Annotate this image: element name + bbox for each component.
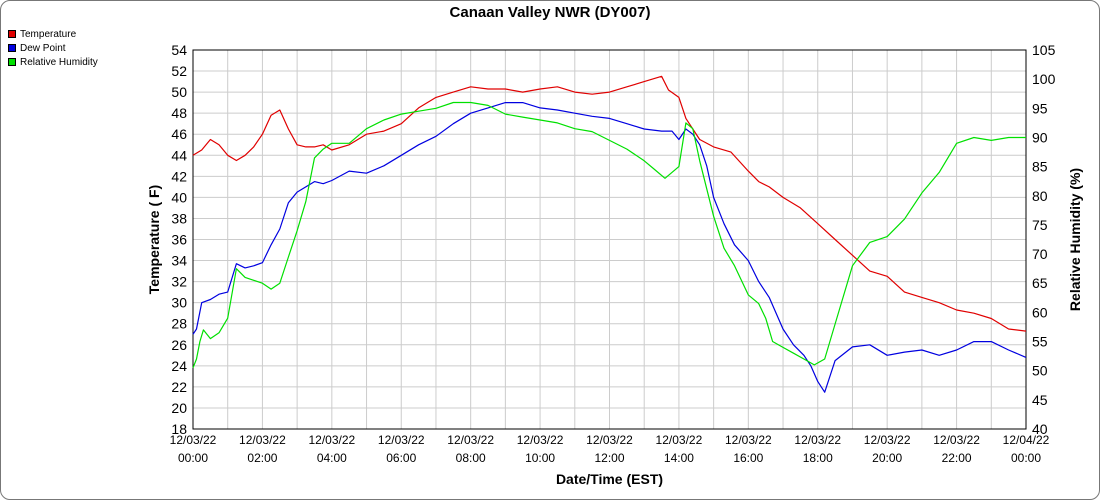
x-tick-time-label: 12:00 [594,451,624,465]
y-tick-label: 54 [171,42,187,58]
x-tick-date-label: 12/03/22 [864,433,911,447]
x-tick-date-label: 12/03/22 [517,433,564,447]
y2-axis-title: Relative Humidity (%) [1067,168,1083,311]
y-tick-label: 34 [171,253,187,269]
x-tick-date-label: 12/03/22 [378,433,425,447]
x-axis-title: Date/Time (EST) [556,471,663,487]
legend-item-temperature: Temperature [8,27,98,41]
x-tick-time-label: 18:00 [803,451,833,465]
x-tick-date-label: 12/03/22 [933,433,980,447]
x-tick-date-label: 12/03/22 [794,433,841,447]
y2-tick-label: 105 [1032,42,1056,58]
y-tick-label: 20 [171,400,187,416]
series-line-temperature [192,75,1027,332]
legend-label-dew-point: Dew Point [20,42,66,54]
y2-tick-label: 40 [1032,421,1048,437]
y-tick-label: 32 [171,274,187,290]
y-tick-label: 38 [171,210,187,226]
legend-swatch-relative-humidity [8,58,16,66]
series-line-dew-point [192,101,1027,393]
y-tick-label: 18 [171,421,187,437]
y-axis-title: Temperature ( F) [146,185,162,294]
y2-tick-label: 75 [1032,217,1048,233]
y2-tick-label: 70 [1032,246,1048,262]
x-tick-time-label: 10:00 [525,451,555,465]
y-tick-label: 50 [171,84,187,100]
legend: Temperature Dew Point Relative Humidity [8,27,98,69]
y2-tick-label: 80 [1032,188,1048,204]
y-tick-label: 52 [171,63,187,79]
y-tick-label: 46 [171,126,187,142]
y2-tick-label: 95 [1032,100,1048,116]
y-tick-label: 22 [171,379,187,395]
x-tick-date-label: 12/03/22 [586,433,633,447]
y2-tick-label: 55 [1032,334,1048,350]
x-tick-time-label: 02:00 [247,451,277,465]
y-tick-label: 48 [171,105,187,121]
x-tick-date-label: 12/03/22 [239,433,286,447]
y2-tick-label: 100 [1032,71,1056,87]
x-tick-time-label: 16:00 [733,451,763,465]
x-tick-date-label: 12/04/22 [1003,433,1050,447]
y2-tick-label: 90 [1032,129,1048,145]
x-tick-time-label: 14:00 [664,451,694,465]
legend-swatch-temperature [8,30,16,38]
x-tick-date-label: 12/03/22 [308,433,355,447]
y2-tick-label: 50 [1032,363,1048,379]
y-tick-label: 26 [171,337,187,353]
y-tick-label: 28 [171,316,187,332]
x-tick-date-label: 12/03/22 [170,433,217,447]
chart-title: Canaan Valley NWR (DY007) [449,4,651,21]
y2-tick-label: 85 [1032,159,1048,175]
x-tick-date-label: 12/03/22 [725,433,772,447]
legend-item-relative-humidity: Relative Humidity [8,55,98,69]
y-tick-label: 24 [171,358,187,374]
x-tick-date-label: 12/03/22 [656,433,703,447]
x-tick-time-label: 00:00 [178,451,208,465]
x-tick-time-label: 08:00 [456,451,486,465]
y-tick-label: 40 [171,189,187,205]
y-tick-label: 36 [171,232,187,248]
legend-label-temperature: Temperature [20,28,77,40]
x-tick-time-label: 06:00 [386,451,416,465]
y-tick-label: 42 [171,168,187,184]
x-tick-time-label: 20:00 [872,451,902,465]
legend-item-dew-point: Dew Point [8,41,98,55]
x-tick-date-label: 12/03/22 [447,433,494,447]
legend-swatch-dew-point [8,44,16,52]
y-tick-label: 44 [171,147,187,163]
x-tick-time-label: 00:00 [1011,451,1041,465]
y2-tick-label: 60 [1032,304,1048,320]
y-tick-label: 30 [171,295,187,311]
x-tick-time-label: 22:00 [942,451,972,465]
plot-area-border [192,49,1027,430]
x-tick-time-label: 04:00 [317,451,347,465]
y2-tick-label: 65 [1032,275,1048,291]
series-line-relative-humidity [192,101,1026,369]
y2-tick-label: 45 [1032,392,1048,408]
legend-label-relative-humidity: Relative Humidity [20,56,98,68]
